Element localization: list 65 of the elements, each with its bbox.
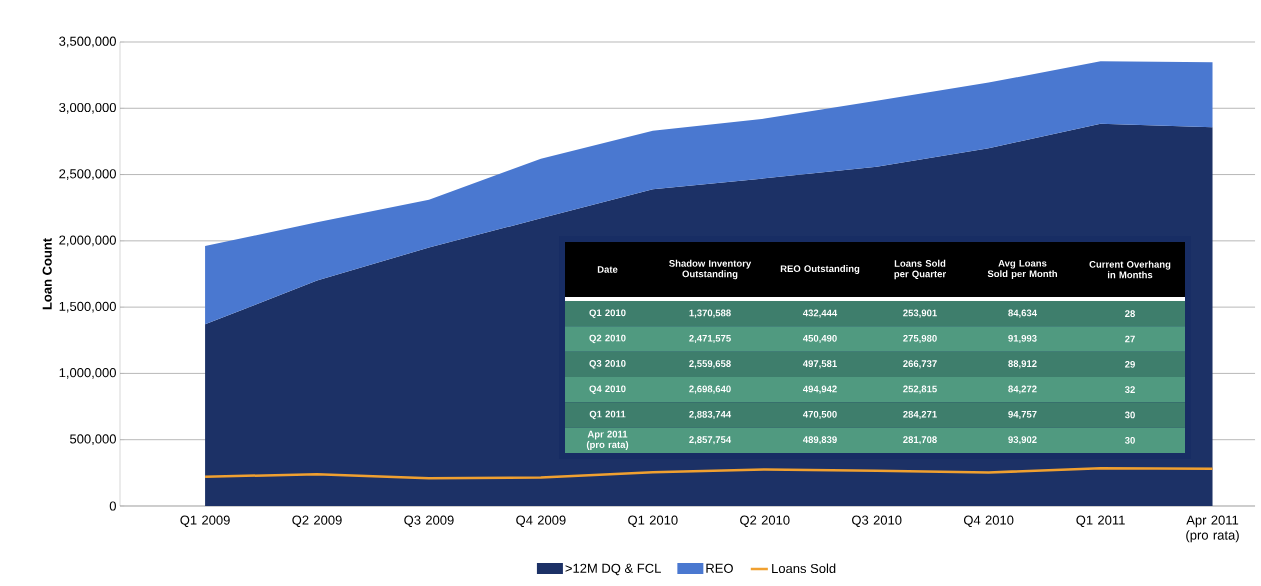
annotation: 94,757 [1008, 410, 1037, 420]
annotation: Q4 2010 [589, 385, 626, 394]
annotation: 30 [1124, 411, 1135, 419]
annotation: 253,901 [903, 309, 937, 318]
y-tick-label: 0 [109, 501, 116, 511]
legend-label: >12M DQ & FCL [565, 563, 661, 576]
annotation: 497,581 [802, 360, 837, 369]
x-tick-label: Q1 2009 [180, 515, 230, 528]
annotation: Q1 2011 [589, 410, 626, 420]
annotation: Shadow Inventory Outstanding [669, 259, 752, 280]
x-tick-label: Q2 2010 [740, 515, 790, 528]
annotation: Current Overhang in Months [1089, 260, 1171, 279]
annotation: Apr 2011 (pro rata) [586, 430, 629, 450]
annotation: 494,942 [802, 385, 837, 394]
x-tick-label: Q4 2009 [516, 515, 566, 528]
annotation: Avg Loans Sold per Month [987, 259, 1058, 279]
annotation: 93,902 [1008, 436, 1037, 445]
y-tick-label: 1,000,000 [59, 368, 116, 379]
annotation: Q2 2010 [589, 334, 626, 344]
annotation: Date [597, 266, 618, 273]
x-tick-label: Q1 2010 [628, 515, 678, 528]
annotation: 275,980 [903, 334, 937, 344]
annotation: Q1 2010 [589, 309, 626, 318]
legend-label: Loans Sold [772, 563, 836, 574]
legend-label: REO [706, 563, 733, 573]
annotation: 470,500 [802, 410, 837, 420]
annotation: 266,737 [903, 360, 937, 369]
annotation: 32 [1124, 386, 1135, 394]
annotation: Q3 2010 [589, 360, 626, 369]
annotation: 284,271 [903, 410, 937, 420]
annotation: 84,272 [1008, 385, 1037, 394]
y-tick-label: 500,000 [70, 434, 116, 446]
y-axis-title: Loan Count [42, 238, 52, 310]
y-tick-label: 2,500,000 [59, 169, 116, 180]
y-tick-label: 2,000,000 [59, 235, 116, 247]
annotation: 30 [1124, 436, 1135, 444]
annotation: 281,708 [903, 436, 937, 445]
annotation: REO Outstanding [780, 265, 860, 274]
x-tick-label: Q3 2009 [404, 515, 454, 528]
annotation: 450,490 [802, 334, 837, 344]
annotation: 88,912 [1008, 360, 1037, 369]
x-tick-label: Q3 2010 [852, 515, 902, 528]
y-tick-label: 1,500,000 [59, 301, 116, 313]
annotation: 2,559,658 [689, 360, 731, 369]
annotation: 2,698,640 [689, 385, 731, 394]
annotation: 2,471,575 [689, 334, 731, 344]
annotation: 2,857,754 [689, 436, 732, 445]
annotation: 2,883,744 [689, 410, 732, 420]
annotation: 91,993 [1008, 334, 1037, 344]
annotation: Loans Sold per Quarter [894, 259, 946, 280]
x-tick-label: Q1 2011 [1076, 515, 1125, 528]
line-series [203, 467, 1214, 480]
y-tick-label: 3,500,000 [59, 36, 116, 48]
annotation: 489,839 [802, 436, 837, 445]
annotation: 84,634 [1008, 309, 1037, 318]
x-tick-label: Q2 2009 [292, 515, 342, 528]
y-tick-label: 3,000,000 [59, 102, 116, 114]
annotation: 29 [1125, 360, 1135, 368]
annotation: 28 [1125, 310, 1135, 318]
annotation: 432,444 [802, 309, 838, 318]
annotation: 1,370,588 [689, 309, 731, 318]
annotation: 252,815 [903, 385, 937, 394]
annotation: 27 [1125, 335, 1135, 343]
x-tick-label: Apr 2011 (pro rata) [1186, 515, 1239, 543]
x-tick-label: Q4 2010 [963, 515, 1014, 528]
